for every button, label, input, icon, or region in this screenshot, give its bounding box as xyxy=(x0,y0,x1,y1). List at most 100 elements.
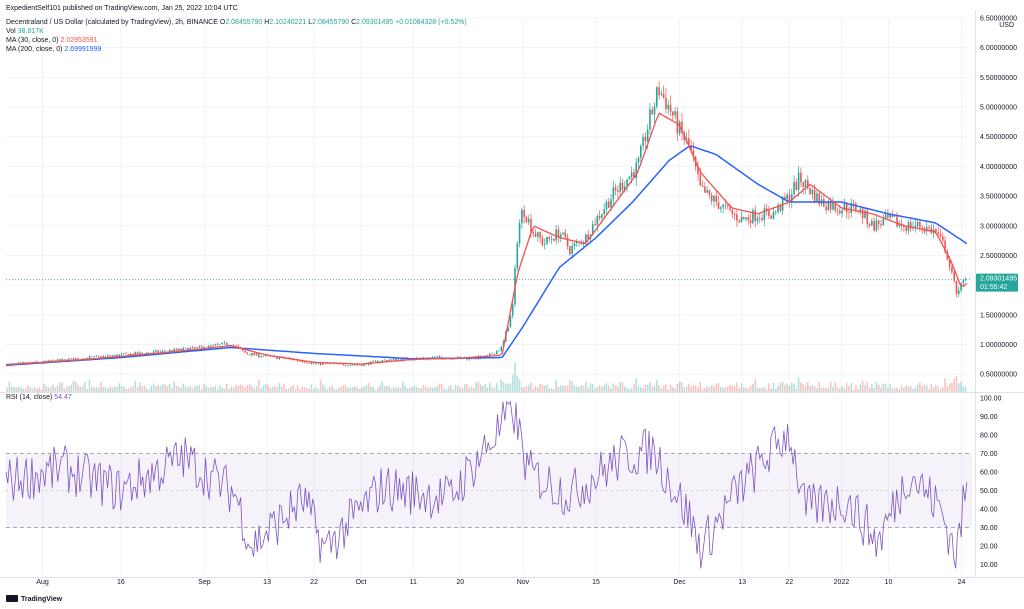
volume-bar xyxy=(935,385,937,392)
volume-bar xyxy=(797,377,800,392)
volume-bar xyxy=(470,386,473,392)
candle-body xyxy=(646,129,649,142)
volume-bar xyxy=(905,385,907,392)
volume-bar xyxy=(319,379,322,392)
price-axis[interactable]: 0.500000001.000000001.500000002.00000000… xyxy=(980,16,1017,379)
candle-body xyxy=(493,354,496,355)
volume-bar xyxy=(587,387,589,392)
volume-bar xyxy=(704,388,706,392)
candle-body xyxy=(310,362,313,364)
candle-body xyxy=(626,179,628,187)
volume-bar xyxy=(212,386,214,392)
volume-bar xyxy=(56,385,59,392)
candle-body xyxy=(763,208,766,221)
volume-bar xyxy=(944,378,946,392)
volume-bar xyxy=(861,380,864,392)
volume-bar xyxy=(205,385,207,392)
volume-bar xyxy=(104,387,107,392)
candle-body xyxy=(802,182,805,187)
volume-bar xyxy=(909,385,912,392)
candle-body xyxy=(614,187,617,191)
volume-bar xyxy=(733,386,736,392)
volume-bar xyxy=(809,386,811,392)
volume-bar xyxy=(738,387,740,392)
volume-bar xyxy=(873,387,875,392)
volume-bar xyxy=(136,386,139,392)
candle-body xyxy=(839,210,841,214)
candle-body xyxy=(756,218,759,221)
volume-bar xyxy=(354,386,356,392)
candle-body xyxy=(868,224,871,226)
volume-bar xyxy=(658,384,660,392)
time-tick-label: 10 xyxy=(885,579,893,586)
price-tick-label: 4.00000000 xyxy=(980,164,1017,171)
volume-bar xyxy=(303,387,306,392)
volume-bar xyxy=(38,387,40,392)
candle-body xyxy=(834,202,837,211)
volume-bar xyxy=(84,382,86,392)
candle-body xyxy=(740,216,743,223)
ohlc-h-value: 2.10240221 xyxy=(269,19,307,26)
volume-bar xyxy=(566,385,569,392)
volume-bar xyxy=(383,386,386,392)
candle-body xyxy=(790,194,793,202)
time-axis[interactable]: Aug 16 Sep 13 22 Oct 11 20 Nov 15 Dec 13 22 2022 10 24 xyxy=(36,579,965,586)
rsi-tick-label: 30.00 xyxy=(980,525,998,532)
candle-body xyxy=(937,231,939,234)
rsi-tick-label: 80.00 xyxy=(980,433,998,440)
volume-bar xyxy=(726,386,729,392)
volume-bar xyxy=(827,387,830,392)
candle-body xyxy=(431,357,434,359)
candle-body xyxy=(120,354,123,355)
volume-bar xyxy=(440,383,443,392)
time-tick-label: 13 xyxy=(263,579,271,586)
candle-body xyxy=(893,216,896,218)
volume-bar xyxy=(79,386,82,392)
volume-bar xyxy=(559,385,562,392)
candle-body xyxy=(880,224,882,226)
candle-body xyxy=(454,358,457,360)
price-tick-label: 0.50000000 xyxy=(980,372,1017,379)
volume-bar xyxy=(802,383,805,392)
candle-body xyxy=(921,227,923,229)
candle-body xyxy=(777,204,779,212)
volume-bar xyxy=(601,386,603,392)
volume-bar xyxy=(116,387,118,392)
volume-bar xyxy=(768,383,770,392)
ma30-legend: MA (30, close, 0) 2.02953591 xyxy=(6,36,97,45)
volume-bar xyxy=(88,379,91,392)
volume-bar xyxy=(90,386,93,392)
tradingview-logo[interactable]: TradingView xyxy=(6,595,62,603)
volume-bar xyxy=(322,384,324,392)
volume-bar xyxy=(411,387,413,392)
volume-bar xyxy=(557,386,560,392)
candle-body xyxy=(587,234,589,240)
volume-bar xyxy=(594,388,596,392)
candle-body xyxy=(951,266,953,273)
volume-bar xyxy=(315,387,317,392)
volume-bar xyxy=(532,389,535,392)
volume-bar xyxy=(150,385,153,392)
volume-bar xyxy=(914,387,917,392)
rsi-axis[interactable]: 10.00 20.00 30.00 40.00 50.00 60.00 70.00 80.00… xyxy=(980,396,1002,570)
volume-bar xyxy=(152,383,155,392)
volume-bar xyxy=(930,384,933,392)
candle-body xyxy=(534,233,537,237)
candle-body xyxy=(518,223,521,244)
candle-body xyxy=(212,344,214,346)
candle-body xyxy=(710,194,713,202)
time-tick-label: 15 xyxy=(592,579,600,586)
candle-body xyxy=(861,208,864,219)
volume-bar xyxy=(118,383,121,392)
volume-bar xyxy=(864,384,866,392)
volume-bar xyxy=(891,388,894,392)
volume-bar xyxy=(786,383,789,392)
volume-bar xyxy=(182,383,185,392)
volume-bar xyxy=(717,383,720,392)
volume-bar xyxy=(61,382,63,392)
volume-bar xyxy=(813,386,816,392)
candle-body xyxy=(758,217,761,219)
candle-body xyxy=(77,358,79,360)
volume-bar xyxy=(571,381,573,392)
